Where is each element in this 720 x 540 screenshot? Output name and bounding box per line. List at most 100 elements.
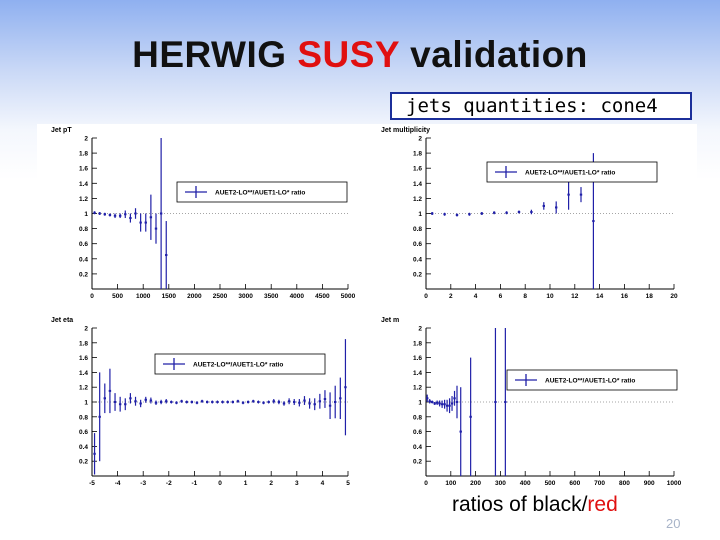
data-point xyxy=(555,206,558,209)
y-tick-label: 2 xyxy=(418,136,422,143)
data-point xyxy=(118,403,122,406)
data-point xyxy=(149,399,153,402)
x-tick-label: 8 xyxy=(523,293,527,300)
y-tick-label: 1.6 xyxy=(413,166,422,173)
data-point xyxy=(298,401,301,404)
data-point xyxy=(144,398,147,401)
x-tick-label: 4 xyxy=(474,293,478,300)
data-point xyxy=(567,193,570,196)
x-tick-label: 500 xyxy=(112,293,123,300)
y-tick-label: 0.6 xyxy=(413,241,422,248)
y-tick-label: 0.8 xyxy=(79,414,88,421)
x-tick-label: 4 xyxy=(321,480,325,487)
caption: ratios of black/red xyxy=(452,493,618,517)
data-point xyxy=(445,404,449,407)
data-point xyxy=(236,400,240,403)
y-tick-label: 0.8 xyxy=(413,226,422,233)
data-point xyxy=(180,400,183,403)
y-tick-label: 0.2 xyxy=(79,459,88,466)
data-point xyxy=(293,401,296,403)
x-tick-label: 3000 xyxy=(238,293,253,300)
x-tick-label: 1000 xyxy=(136,293,151,300)
legend-label: AUET2-LO**/AUET1-LO* ratio xyxy=(215,190,305,197)
panel-title: Jet multiplicity xyxy=(381,127,430,134)
data-point xyxy=(216,401,219,403)
y-tick-label: 1 xyxy=(418,211,422,218)
y-tick-label: 1.4 xyxy=(413,181,422,188)
x-tick-label: 4500 xyxy=(315,293,330,300)
data-point xyxy=(206,401,209,403)
data-point xyxy=(154,401,158,404)
x-tick-label: 16 xyxy=(621,293,629,300)
data-point xyxy=(159,212,163,215)
x-tick-label: 10 xyxy=(546,293,554,300)
y-tick-label: 0.8 xyxy=(79,226,88,233)
data-point xyxy=(344,386,347,389)
y-tick-label: 1.6 xyxy=(79,166,88,173)
title-highlight: SUSY xyxy=(297,34,400,75)
legend-box xyxy=(486,161,658,183)
data-point xyxy=(165,400,168,403)
x-tick-label: 700 xyxy=(594,480,605,487)
data-point xyxy=(318,400,322,403)
x-tick-label: 0 xyxy=(90,293,94,300)
data-point xyxy=(165,254,168,257)
y-tick-label: 2 xyxy=(418,326,422,333)
x-tick-label: 100 xyxy=(445,480,456,487)
panel-title: Jet eta xyxy=(51,317,73,324)
x-tick-label: 500 xyxy=(545,480,556,487)
y-tick-label: 1.4 xyxy=(79,181,88,188)
y-tick-label: 1 xyxy=(84,400,88,407)
x-tick-label: -5 xyxy=(89,480,95,487)
title-part2: validation xyxy=(399,34,588,75)
x-tick-label: 1500 xyxy=(162,293,177,300)
y-tick-label: 2 xyxy=(84,136,88,143)
data-point xyxy=(98,212,101,215)
x-tick-label: 0 xyxy=(424,293,428,300)
data-point xyxy=(185,401,188,403)
y-tick-label: 0.2 xyxy=(413,271,422,278)
data-point xyxy=(433,402,436,405)
data-point xyxy=(579,193,583,196)
data-point xyxy=(200,400,204,403)
data-point xyxy=(231,401,234,403)
y-tick-label: 0.4 xyxy=(79,256,88,263)
x-tick-label: 4000 xyxy=(290,293,305,300)
y-tick-label: 1.2 xyxy=(413,196,422,203)
data-point xyxy=(435,401,439,404)
y-tick-label: 1.2 xyxy=(79,385,88,392)
data-point xyxy=(159,401,163,403)
legend-label: AUET2-LO**/AUET1-LO* ratio xyxy=(193,362,283,369)
data-point xyxy=(98,415,101,418)
data-point xyxy=(443,213,446,216)
x-tick-label: 12 xyxy=(571,293,579,300)
x-tick-label: 3 xyxy=(295,480,299,487)
data-point xyxy=(480,212,483,215)
legend-box xyxy=(506,369,678,391)
y-tick-label: 1.2 xyxy=(79,196,88,203)
data-point xyxy=(139,221,142,224)
panel-title: Jet pT xyxy=(51,127,72,134)
data-point xyxy=(267,401,270,403)
data-point xyxy=(328,404,332,407)
x-tick-label: -2 xyxy=(166,480,172,487)
x-tick-label: 6 xyxy=(499,293,503,300)
data-point xyxy=(211,401,214,403)
x-tick-label: 5000 xyxy=(341,293,356,300)
data-point xyxy=(113,214,117,217)
data-point xyxy=(195,401,199,404)
data-point xyxy=(103,213,106,216)
data-point xyxy=(334,401,337,403)
y-tick-label: 0.2 xyxy=(413,459,422,466)
data-point xyxy=(241,401,245,404)
x-tick-label: 1 xyxy=(244,480,248,487)
x-tick-label: 18 xyxy=(646,293,654,300)
legend-box xyxy=(176,181,348,203)
x-tick-label: 200 xyxy=(470,480,481,487)
data-point xyxy=(455,401,459,403)
y-tick-label: 0.6 xyxy=(413,429,422,436)
x-tick-label: 800 xyxy=(619,480,630,487)
data-point xyxy=(262,401,265,404)
x-tick-label: 2 xyxy=(449,293,453,300)
x-tick-label: 600 xyxy=(569,480,580,487)
